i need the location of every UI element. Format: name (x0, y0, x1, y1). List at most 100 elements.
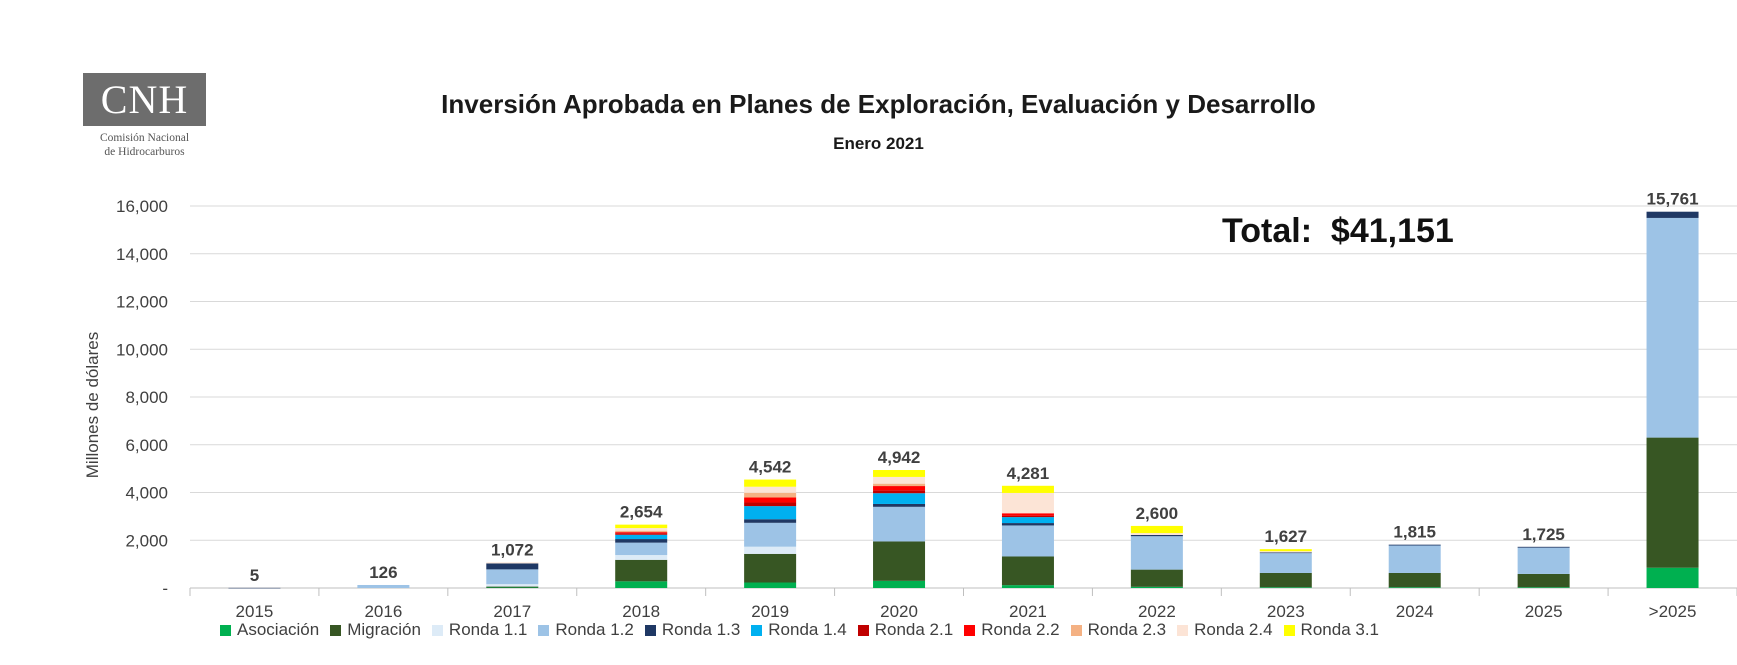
bar-segment (873, 493, 926, 504)
x-tick-label: >2025 (1649, 602, 1697, 621)
bar-segment (1130, 525, 1183, 534)
x-tick-label: 2024 (1396, 602, 1434, 621)
logo-mark: CNH (83, 73, 206, 126)
logo-subtitle-line1: Comisión Nacional (99, 132, 190, 144)
bar-segment (1001, 515, 1054, 518)
chart-legend: Asociación Migración Ronda 1.1 Ronda 1.2 Ron… (220, 620, 1390, 640)
legend-swatch (1070, 624, 1082, 636)
bar-segment (1001, 513, 1054, 516)
legend-swatch (538, 624, 550, 636)
legend-item: Ronda 2.1 (857, 620, 953, 640)
x-tick-label: 2021 (1009, 602, 1047, 621)
bar-segment (744, 492, 797, 498)
bar-segment (744, 497, 797, 503)
bar-total-label: 126 (369, 563, 397, 582)
bar-segment (744, 502, 797, 507)
bar-segment (1259, 587, 1312, 588)
bar-segment (1001, 525, 1054, 557)
legend-label: Ronda 2.2 (981, 620, 1060, 639)
legend-swatch (1177, 624, 1189, 636)
bar-segment (357, 584, 410, 588)
bar-segment (744, 519, 797, 523)
bar-segment (1259, 552, 1312, 554)
chart-subtitle: Enero 2021 (833, 134, 924, 153)
bar-segment (1259, 553, 1312, 573)
bar-total-label: 1,627 (1265, 527, 1308, 546)
legend-item: Ronda 2.4 (1177, 620, 1273, 640)
bar-segment (873, 580, 926, 588)
bar-segment (1259, 551, 1312, 553)
bar-total-label: 4,942 (878, 448, 921, 467)
bar-segment (1646, 211, 1699, 218)
bar-segment (1130, 586, 1183, 588)
bar-segment (744, 506, 797, 520)
legend-swatch (330, 624, 342, 636)
legend-item: Ronda 1.1 (431, 620, 528, 640)
bar-segment (1130, 533, 1183, 535)
y-tick-label: 16,000 (116, 197, 168, 216)
bar-segment (1130, 534, 1183, 537)
chart-title: Inversión Aprobada en Planes de Explorac… (441, 89, 1316, 119)
legend-item: Migración (330, 620, 421, 640)
legend-swatch (1283, 624, 1295, 636)
legend-swatch (857, 624, 869, 636)
legend-label: Migración (347, 620, 421, 639)
bar-segment (1001, 585, 1054, 588)
bar-segment (1517, 546, 1570, 548)
bar-segment (615, 528, 668, 531)
bar-segment (1259, 572, 1312, 588)
bar-segment (486, 586, 539, 588)
bar-segment (1388, 587, 1441, 588)
bar-segment (1001, 492, 1054, 514)
legend-item: Ronda 2.3 (1070, 620, 1167, 640)
legend-label: Asociación (237, 620, 320, 639)
logo-subtitle: Comisión Nacional de Hidrocarburos (83, 131, 206, 159)
legend-swatch (431, 624, 443, 636)
total-label: Total: $41,151 (1222, 212, 1454, 250)
bar-total-label: 1,072 (491, 540, 534, 559)
x-tick-label: 2022 (1138, 602, 1176, 621)
legend-swatch (751, 624, 763, 636)
bar-segment (1646, 217, 1699, 438)
bar-segment (228, 587, 281, 589)
bar-segment (873, 506, 926, 542)
bar-segment (1517, 587, 1570, 588)
bar-segment (744, 522, 797, 547)
bar-segment (1130, 569, 1183, 587)
legend-item: Ronda 1.4 (751, 620, 847, 640)
bar-total-label: 4,542 (749, 458, 792, 477)
bar-segment (1388, 544, 1441, 546)
legend-label: Ronda 1.2 (555, 620, 634, 639)
bar-segment (1388, 545, 1441, 573)
bar-segment (486, 584, 539, 587)
legend-item: Ronda 1.3 (644, 620, 741, 640)
bar-total-label: 1,815 (1393, 523, 1436, 542)
y-tick-label: 10,000 (116, 340, 168, 359)
legend-swatch (220, 624, 231, 636)
y-tick-label: 4,000 (125, 484, 168, 503)
bar-segment (1001, 556, 1054, 586)
bar-segment (615, 533, 668, 535)
bar-segment (615, 539, 668, 543)
bar-segment (1517, 547, 1570, 574)
bar-segment (1001, 523, 1054, 526)
bar-segment (615, 534, 668, 540)
x-tick-label: 2023 (1267, 602, 1305, 621)
bar-segment (1259, 549, 1312, 552)
legend-label: Ronda 1.1 (448, 620, 528, 639)
bar-segment (1517, 573, 1570, 588)
legend-label: Ronda 1.3 (661, 620, 741, 639)
legend-label: Ronda 1.4 (768, 620, 847, 639)
bar-segment (744, 486, 797, 493)
bar-segment (744, 553, 797, 583)
legend-swatch (964, 624, 976, 636)
bar-segment (615, 581, 668, 588)
legend-item: Ronda 2.2 (964, 620, 1060, 640)
legend-label: Ronda 2.3 (1087, 620, 1167, 639)
bar-segment (486, 569, 539, 585)
y-axis-title: Millones de dólares (83, 332, 102, 478)
bar-segment (486, 562, 539, 564)
bar-segment (1001, 517, 1054, 524)
bar-segment (744, 479, 797, 487)
y-tick-label: 8,000 (125, 388, 168, 407)
